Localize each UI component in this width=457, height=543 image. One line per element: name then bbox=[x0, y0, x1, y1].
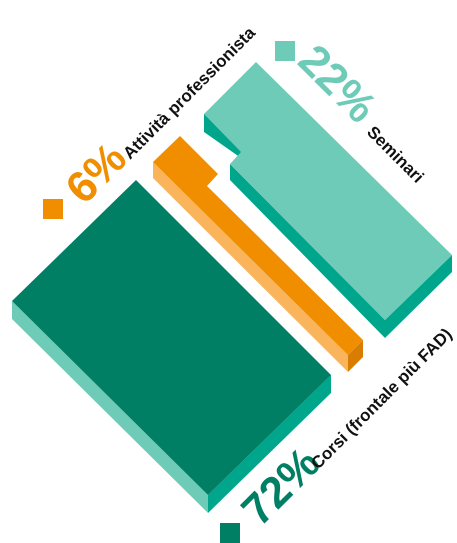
slice-attivita-front bbox=[348, 340, 363, 372]
slice-seminari-side bbox=[204, 114, 385, 338]
slice-attivita-top bbox=[153, 136, 363, 355]
slice-corsi-top bbox=[12, 180, 331, 495]
slice-corsi bbox=[12, 180, 331, 513]
category-label-seminari: Seminari bbox=[363, 122, 427, 186]
slice-corsi-side bbox=[12, 301, 208, 513]
legend-swatch-seminari bbox=[275, 41, 295, 61]
legend-swatch-corsi bbox=[220, 523, 240, 543]
slice-seminari bbox=[204, 62, 452, 338]
slice-corsi-front bbox=[208, 375, 331, 513]
slice-seminari-front bbox=[385, 255, 452, 338]
legend-swatch-attivita bbox=[43, 199, 63, 219]
slice-attivita-side bbox=[153, 162, 348, 372]
slice-attivita bbox=[153, 136, 363, 372]
slice-seminari-top bbox=[204, 62, 452, 320]
